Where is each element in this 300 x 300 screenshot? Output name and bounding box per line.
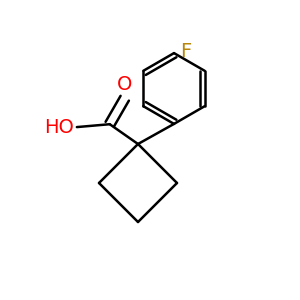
Text: HO: HO [44, 118, 74, 136]
Text: O: O [117, 75, 132, 94]
Text: F: F [180, 42, 191, 61]
